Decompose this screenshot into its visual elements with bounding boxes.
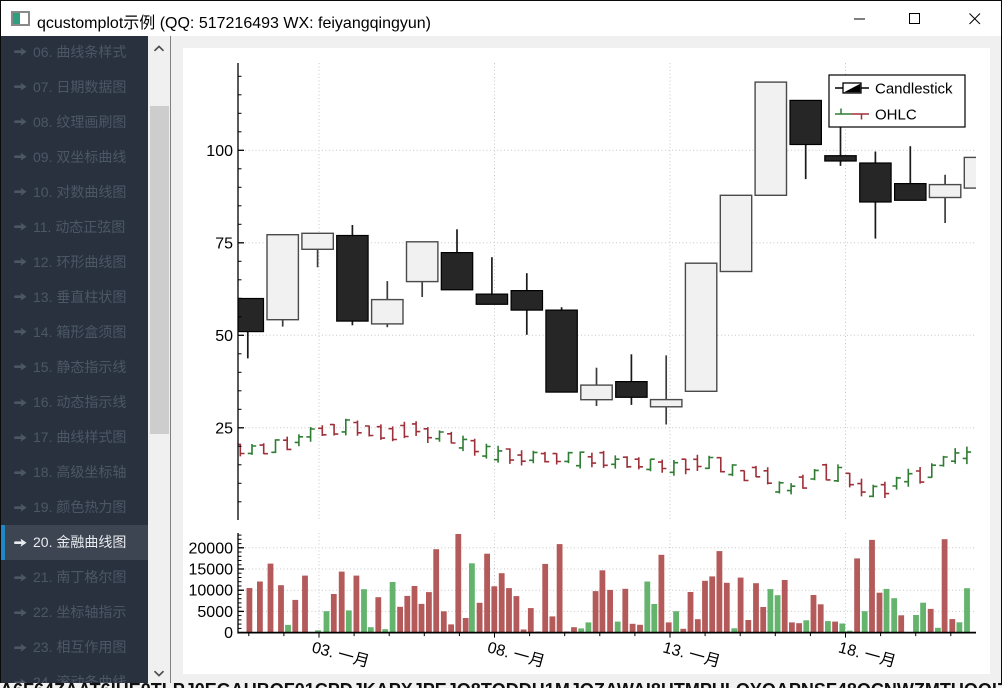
svg-text:100: 100	[206, 143, 233, 160]
svg-text:20000: 20000	[189, 540, 234, 557]
svg-text:10000: 10000	[189, 583, 234, 600]
svg-text:75: 75	[215, 235, 233, 252]
svg-text:0: 0	[224, 625, 233, 642]
svg-text:Candlestick: Candlestick	[875, 81, 953, 98]
svg-text:50: 50	[215, 328, 233, 345]
svg-text:OHLC: OHLC	[875, 107, 917, 124]
svg-text:5000: 5000	[197, 604, 233, 621]
svg-text:15000: 15000	[189, 562, 234, 579]
svg-text:25: 25	[215, 420, 233, 437]
